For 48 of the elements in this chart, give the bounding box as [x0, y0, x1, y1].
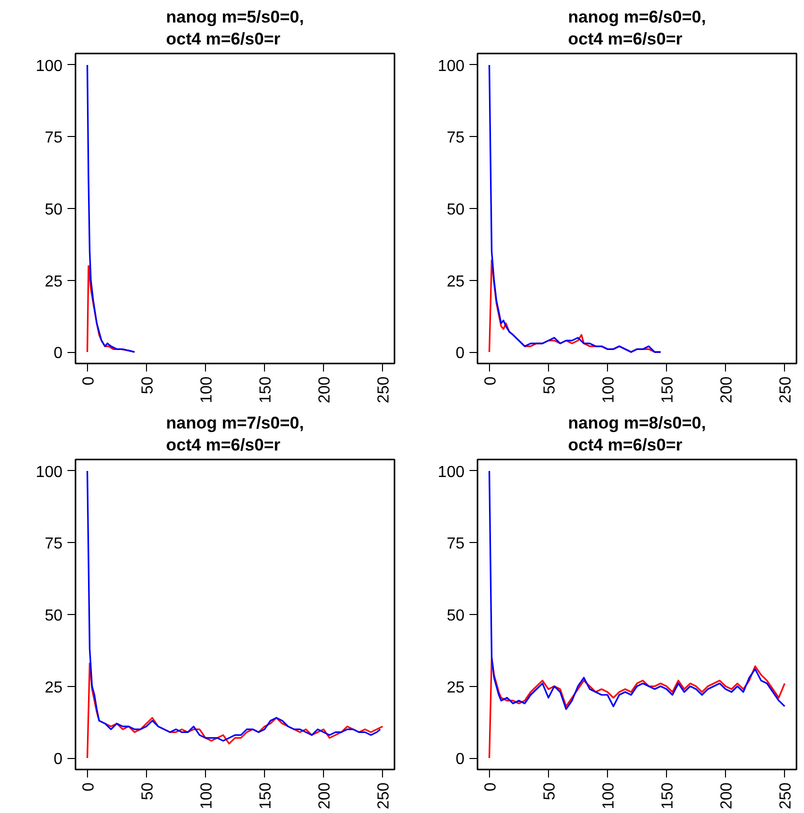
y-tick-label: 75: [44, 536, 63, 553]
chart-title: nanog m=7/s0=0, oct4 m=6/s0=r: [166, 414, 304, 454]
y-tick-label: 50: [44, 608, 63, 624]
y-tick-label: 25: [44, 679, 63, 696]
y-tick-label: 75: [446, 130, 465, 147]
x-tick-label: 50: [541, 782, 558, 800]
x-tick-label: 50: [541, 376, 558, 394]
y-tick-label: 50: [44, 202, 63, 218]
x-tick-label: 0: [80, 376, 98, 386]
x-tick-label: 150: [258, 376, 275, 404]
x-tick-label: 150: [660, 376, 677, 404]
x-tick-label: 0: [482, 376, 500, 386]
y-tick-label: 50: [446, 202, 465, 218]
y-tick-label: 75: [44, 130, 63, 147]
y-tick-label: 0: [54, 345, 63, 362]
x-tick-label: 200: [316, 782, 334, 810]
x-tick-label: 0: [80, 782, 98, 792]
x-tick-label: 250: [778, 376, 795, 404]
x-tick-label: 200: [316, 376, 334, 404]
x-tick-label: 250: [376, 376, 393, 404]
y-tick-label: 100: [438, 464, 465, 481]
y-tick-label: 25: [44, 273, 63, 290]
x-tick-label: 200: [718, 782, 736, 810]
y-tick-label: 25: [446, 273, 465, 290]
x-tick-label: 0: [482, 782, 500, 792]
x-tick-label: 50: [139, 376, 156, 394]
x-tick-label: 250: [778, 782, 795, 810]
x-tick-label: 50: [139, 782, 156, 800]
y-tick-label: 50: [446, 608, 465, 624]
y-tick-label: 100: [438, 58, 465, 75]
x-tick-label: 250: [376, 782, 393, 810]
chart-title: nanog m=8/s0=0, oct4 m=6/s0=r: [568, 414, 706, 454]
chart-title: nanog m=5/s0=0, oct4 m=6/s0=r: [166, 8, 304, 48]
y-tick-label: 0: [456, 751, 465, 768]
y-tick-label: 75: [446, 536, 465, 553]
x-tick-label: 100: [198, 376, 216, 404]
y-tick-label: 0: [54, 751, 63, 768]
chart-title: nanog m=6/s0=0, oct4 m=6/s0=r: [568, 8, 706, 48]
x-tick-label: 150: [660, 782, 677, 810]
y-tick-label: 0: [456, 345, 465, 362]
x-tick-label: 200: [718, 376, 736, 404]
x-tick-label: 100: [600, 782, 618, 810]
y-tick-label: 100: [36, 58, 63, 75]
x-tick-label: 100: [198, 782, 216, 810]
y-tick-label: 100: [36, 464, 63, 481]
y-tick-label: 25: [446, 679, 465, 696]
x-tick-label: 100: [600, 376, 618, 404]
x-tick-label: 150: [258, 782, 275, 810]
